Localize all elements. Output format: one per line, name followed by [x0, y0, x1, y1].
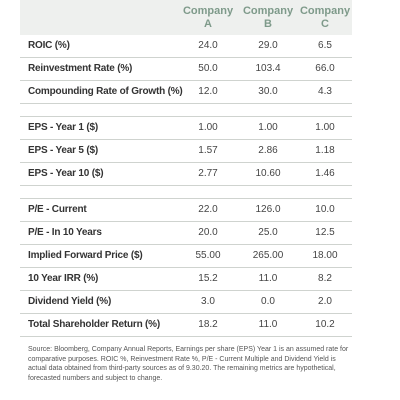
table-row: Dividend Yield (%) 3.0 0.0 2.0 — [20, 291, 352, 314]
cell-value: 25.0 — [258, 227, 278, 238]
cell-value: 2.77 — [198, 168, 218, 179]
table-row: EPS - Year 10 ($) 2.77 10.60 1.46 — [20, 163, 352, 186]
cell-value: 1.00 — [198, 122, 218, 133]
row-label: ROIC (%) — [28, 40, 70, 51]
cell-value: 1.00 — [315, 122, 335, 133]
cell-value: 0.0 — [261, 296, 275, 307]
column-header-text: Company A — [182, 5, 234, 30]
row-label: Reinvestment Rate (%) — [28, 63, 133, 74]
column-header: Company B — [238, 5, 298, 31]
cell-value: 1.46 — [315, 168, 335, 179]
cell-value: 55.00 — [195, 250, 221, 261]
cell-value: 103.4 — [255, 63, 281, 74]
row-label: 10 Year IRR (%) — [28, 273, 99, 284]
cell-value: 50.0 — [198, 63, 218, 74]
cell-value: 22.0 — [198, 204, 218, 215]
cell-value: 18.00 — [312, 250, 338, 261]
column-header: Company C — [295, 5, 355, 31]
table-row: Reinvestment Rate (%) 50.0 103.4 66.0 — [20, 58, 352, 81]
cell-value: 1.57 — [198, 145, 218, 156]
cell-value: 2.86 — [258, 145, 278, 156]
table-row: Compounding Rate of Growth (%) 12.0 30.0 4.… — [20, 81, 352, 104]
cell-value: 10.2 — [315, 319, 335, 330]
row-label: Implied Forward Price ($) — [28, 250, 143, 261]
cell-value: 20.0 — [198, 227, 218, 238]
row-label: EPS - Year 1 ($) — [28, 122, 98, 133]
row-label: P/E - Current — [28, 204, 87, 215]
cell-value: 10.0 — [315, 204, 335, 215]
cell-value: 30.0 — [258, 86, 278, 97]
cell-value: 8.2 — [318, 273, 332, 284]
column-header-text: Company C — [299, 5, 351, 30]
table-row: ROIC (%) 24.0 29.0 6.5 — [20, 35, 352, 58]
row-label: Dividend Yield (%) — [28, 296, 112, 307]
cell-value: 12.5 — [315, 227, 335, 238]
cell-value: 18.2 — [198, 319, 218, 330]
cell-value: 11.0 — [258, 319, 278, 330]
cell-value: 24.0 — [198, 40, 218, 51]
cell-value: 12.0 — [198, 86, 218, 97]
cell-value: 11.0 — [258, 273, 278, 284]
header-background — [20, 0, 352, 35]
cell-value: 1.00 — [258, 122, 278, 133]
cell-value: 15.2 — [198, 273, 218, 284]
table-row: EPS - Year 5 ($) 1.57 2.86 1.18 — [20, 140, 352, 163]
table-row: Total Shareholder Return (%) 18.2 11.0 10.2 — [20, 314, 352, 337]
row-label: EPS - Year 5 ($) — [28, 145, 98, 156]
group-separator — [20, 198, 352, 199]
row-label: P/E - In 10 Years — [28, 227, 102, 238]
cell-value: 2.0 — [318, 296, 332, 307]
row-label: Compounding Rate of Growth (%) — [28, 86, 183, 97]
table-row: EPS - Year 1 ($) 1.00 1.00 1.00 — [20, 117, 352, 140]
cell-value: 10.60 — [255, 168, 281, 179]
cell-value: 6.5 — [318, 40, 332, 51]
table-row: 10 Year IRR (%) 15.2 11.0 8.2 — [20, 268, 352, 291]
cell-value: 1.18 — [315, 145, 335, 156]
column-header-text: Company B — [242, 5, 294, 30]
cell-value: 265.00 — [252, 250, 284, 261]
cell-value: 66.0 — [315, 63, 335, 74]
table-row: Implied Forward Price ($) 55.00 265.00 18.0… — [20, 245, 352, 268]
cell-value: 126.0 — [255, 204, 281, 215]
row-label: EPS - Year 10 ($) — [28, 168, 104, 179]
cell-value: 4.3 — [318, 86, 332, 97]
column-header: Company A — [178, 5, 238, 31]
table-row: P/E - Current 22.0 126.0 10.0 — [20, 199, 352, 222]
row-label: Total Shareholder Return (%) — [28, 319, 161, 330]
cell-value: 29.0 — [258, 40, 278, 51]
table-row: P/E - In 10 Years 20.0 25.0 12.5 — [20, 222, 352, 245]
cell-value: 3.0 — [201, 296, 215, 307]
source-note: Source: Bloomberg, Company Annual Report… — [28, 346, 349, 382]
group-separator — [20, 116, 352, 117]
